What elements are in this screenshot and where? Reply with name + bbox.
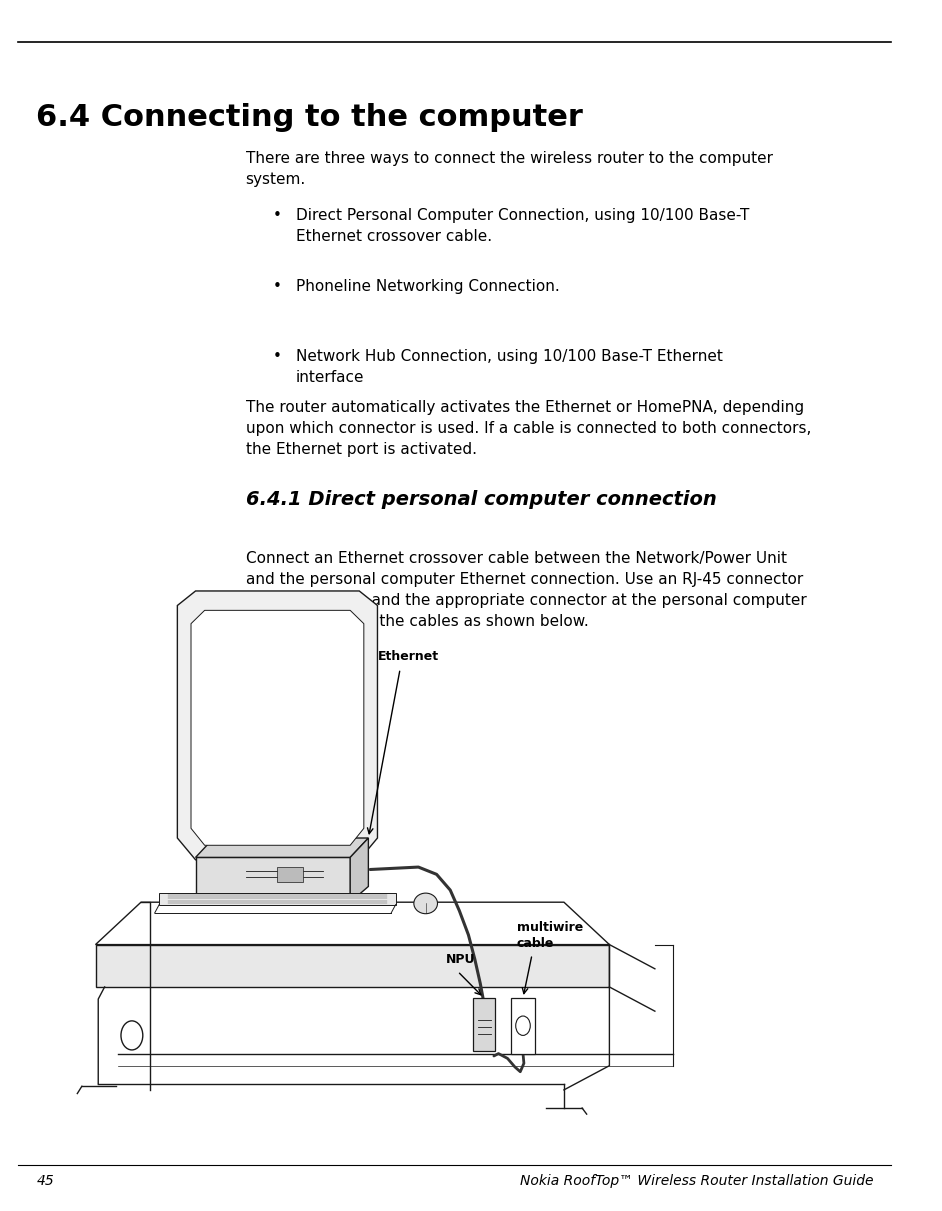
- Text: Connect an Ethernet crossover cable between the Network/Power Unit
and the perso: Connect an Ethernet crossover cable betw…: [246, 551, 806, 629]
- Text: Ethernet: Ethernet: [378, 650, 439, 662]
- Polygon shape: [95, 945, 609, 987]
- Circle shape: [515, 1016, 530, 1035]
- Text: The router automatically activates the Ethernet or HomePNA, depending
upon which: The router automatically activates the E…: [246, 400, 811, 457]
- Bar: [473, 998, 495, 1051]
- Polygon shape: [95, 902, 609, 945]
- Text: •: •: [273, 208, 282, 223]
- Text: •: •: [273, 279, 282, 293]
- Polygon shape: [191, 610, 364, 845]
- Polygon shape: [177, 591, 378, 860]
- Bar: [277, 867, 303, 882]
- Polygon shape: [350, 838, 368, 902]
- Text: 6.4 Connecting to the computer: 6.4 Connecting to the computer: [37, 103, 583, 132]
- Text: multiwire
cable: multiwire cable: [516, 922, 583, 949]
- Text: There are three ways to connect the wireless router to the computer
system.: There are three ways to connect the wire…: [246, 151, 772, 188]
- Text: Nokia RoofTop™ Wireless Router Installation Guide: Nokia RoofTop™ Wireless Router Installat…: [520, 1173, 873, 1188]
- Polygon shape: [196, 838, 368, 857]
- Text: •: •: [273, 349, 282, 363]
- Polygon shape: [159, 893, 396, 905]
- Text: NPU: NPU: [446, 953, 475, 965]
- Bar: [512, 998, 535, 1054]
- Polygon shape: [196, 857, 350, 902]
- Text: Phoneline Networking Connection.: Phoneline Networking Connection.: [296, 279, 560, 293]
- Text: Network Hub Connection, using 10/100 Base-T Ethernet
interface: Network Hub Connection, using 10/100 Bas…: [296, 349, 723, 385]
- Text: Direct Personal Computer Connection, using 10/100 Base-T
Ethernet crossover cabl: Direct Personal Computer Connection, usi…: [296, 208, 749, 245]
- Text: 6.4.1 Direct personal computer connection: 6.4.1 Direct personal computer connectio…: [246, 490, 716, 510]
- Text: 45: 45: [37, 1173, 54, 1188]
- Ellipse shape: [414, 894, 437, 913]
